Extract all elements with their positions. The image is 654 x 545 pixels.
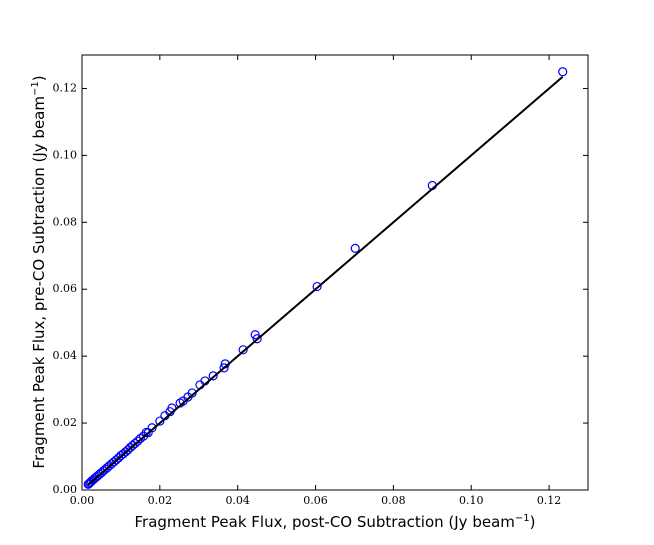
x-axis-label: Fragment Peak Flux, post-CO Subtraction …	[135, 513, 536, 531]
fit-line	[87, 75, 564, 486]
y-tick-label: 0.08	[53, 215, 78, 228]
x-tick-label: 0.08	[381, 494, 406, 507]
y-tick-label: 0.12	[53, 81, 78, 94]
y-tick-label: 0.04	[53, 349, 78, 362]
x-tick-label: 0.10	[459, 494, 484, 507]
point	[155, 416, 165, 426]
y-tick-label: 0.00	[53, 483, 78, 496]
y-tick-label: 0.02	[53, 416, 78, 429]
point	[219, 363, 229, 373]
x-label-text: Fragment Peak Flux, post-CO Subtraction …	[135, 513, 515, 531]
point	[86, 476, 96, 486]
point	[208, 371, 218, 381]
point	[252, 334, 262, 344]
x-tick-label: 0.02	[148, 494, 173, 507]
x-tick-label: 0.04	[225, 494, 250, 507]
point	[138, 431, 149, 441]
y-label-end: )	[30, 75, 48, 81]
point	[85, 478, 95, 488]
point	[312, 281, 322, 292]
x-label-sup: −1	[515, 513, 530, 524]
y-tick-label: 0.06	[53, 282, 78, 295]
plot-frame	[81, 54, 589, 491]
x-tick-label: 0.06	[303, 494, 328, 507]
point	[83, 479, 93, 489]
x-tick-label: 0.12	[537, 494, 562, 507]
point	[558, 67, 568, 77]
point	[238, 345, 248, 355]
x-label-end: )	[530, 513, 536, 531]
y-axis-label: Fragment Peak Flux, pre-CO Subtraction (…	[30, 75, 48, 468]
x-tick-label: 0.00	[70, 494, 95, 507]
y-tick-label: 0.10	[53, 148, 78, 161]
point	[84, 479, 94, 489]
point	[135, 433, 145, 444]
y-label-text: Fragment Peak Flux, pre-CO Subtraction (…	[30, 96, 48, 469]
y-label-sup: −1	[30, 81, 41, 96]
point	[350, 243, 360, 254]
